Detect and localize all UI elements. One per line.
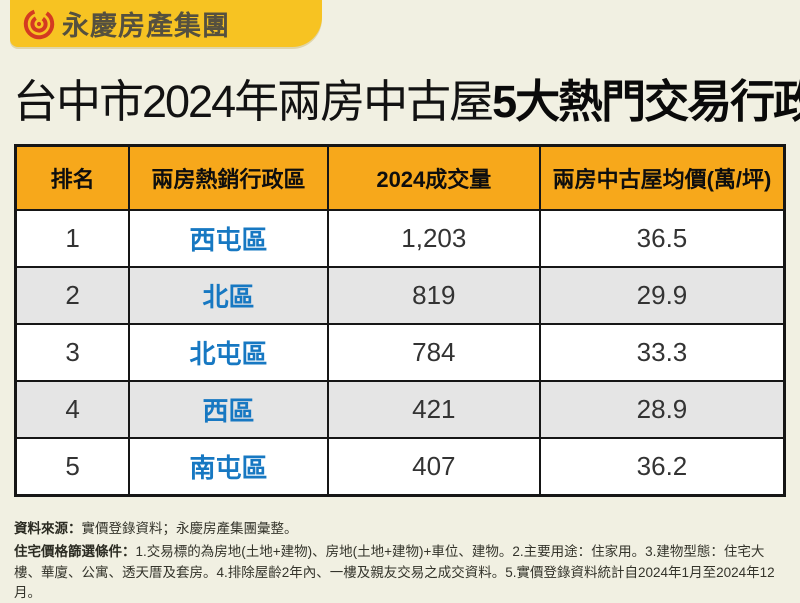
rank-cell: 2 [14,266,131,325]
table-row: 5 南屯區 407 36.2 [14,437,786,497]
rank-cell: 3 [14,323,131,382]
price-cell: 36.2 [538,437,786,497]
table-row: 4 西區 421 28.9 [14,380,786,439]
district-cell: 北屯區 [128,323,329,382]
source-text: 實價登錄資料；永慶房產集團彙整。 [81,521,298,536]
header-price: 兩房中古屋均價(萬/坪) [538,144,786,211]
header-volume: 2024成交量 [326,144,541,211]
conditions-line: 住宅價格篩選條件：1.交易標的為房地(土地+建物)、房地(土地+建物)+車位、建… [14,542,788,603]
volume-cell: 819 [326,266,541,325]
data-source-line: 資料來源：實價登錄資料；永慶房產集團彙整。 [14,519,788,539]
volume-cell: 407 [326,437,541,497]
rank-cell: 5 [14,437,131,497]
ranking-table: 排名 兩房熱銷行政區 2024成交量 兩房中古屋均價(萬/坪) 1 西屯區 1,… [14,144,786,497]
title-regular-part: 台中市2024年兩房中古屋 [13,75,494,127]
volume-cell: 784 [326,323,541,382]
price-cell: 36.5 [538,209,786,268]
footnotes: 資料來源：實價登錄資料；永慶房產集團彙整。 住宅價格篩選條件：1.交易標的為房地… [14,519,788,603]
yungching-rings-icon [23,8,55,39]
price-cell: 29.9 [538,266,786,325]
table-header-row: 排名 兩房熱銷行政區 2024成交量 兩房中古屋均價(萬/坪) [14,144,786,211]
district-cell: 西屯區 [128,209,329,268]
brand-name: 永慶房產集團 [62,11,230,41]
source-label: 資料來源： [14,521,82,536]
conditions-text: 1.交易標的為房地(土地+建物)、房地(土地+建物)+車位、建物。2.主要用途：… [14,544,775,600]
district-cell: 南屯區 [128,437,329,497]
price-cell: 33.3 [538,323,786,382]
title-bold-part: 5大熱門交易行政區 [492,75,800,127]
rank-cell: 4 [14,380,131,439]
rank-cell: 1 [14,209,131,268]
table-row: 2 北區 819 29.9 [14,266,786,325]
district-cell: 西區 [128,380,329,439]
conditions-label: 住宅價格篩選條件： [14,544,136,560]
header-rank: 排名 [14,144,131,211]
table-row: 3 北屯區 784 33.3 [14,323,786,382]
table-row: 1 西屯區 1,203 36.5 [14,209,786,268]
district-cell: 北區 [128,266,329,325]
brand-badge: 永慶房產集團 [10,0,322,47]
volume-cell: 421 [326,380,541,439]
header-district: 兩房熱銷行政區 [128,144,329,211]
price-cell: 28.9 [538,380,786,439]
page-title: 台中市2024年兩房中古屋5大熱門交易行政區 [13,56,800,138]
volume-cell: 1,203 [326,209,541,268]
